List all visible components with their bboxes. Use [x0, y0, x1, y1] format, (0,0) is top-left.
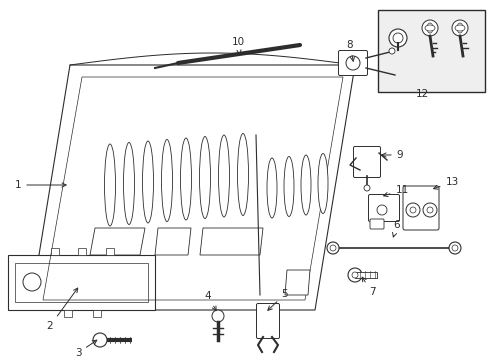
FancyBboxPatch shape [369, 219, 383, 229]
Text: 4: 4 [204, 291, 216, 311]
Ellipse shape [199, 136, 210, 219]
Circle shape [451, 245, 457, 251]
Text: 6: 6 [392, 220, 400, 237]
Text: 3: 3 [75, 340, 97, 358]
Circle shape [376, 205, 386, 215]
Text: 1: 1 [15, 180, 66, 190]
Bar [106, 248, 114, 255]
Polygon shape [30, 65, 354, 310]
Circle shape [405, 203, 419, 217]
Circle shape [392, 33, 402, 43]
FancyBboxPatch shape [338, 50, 367, 76]
Circle shape [351, 272, 357, 278]
Circle shape [426, 207, 432, 213]
Circle shape [93, 333, 107, 347]
Circle shape [346, 56, 359, 70]
Circle shape [326, 242, 338, 254]
Bar [93, 310, 101, 317]
FancyBboxPatch shape [368, 194, 399, 221]
Text: 11: 11 [383, 185, 408, 197]
Polygon shape [155, 228, 191, 255]
Circle shape [451, 20, 467, 36]
Bar [51, 248, 59, 255]
Circle shape [421, 20, 437, 36]
Text: 12: 12 [414, 89, 428, 99]
Text: 7: 7 [362, 277, 375, 297]
Bar [78, 248, 86, 255]
Circle shape [212, 310, 224, 322]
Polygon shape [90, 228, 145, 255]
Text: 8: 8 [346, 40, 354, 61]
Ellipse shape [180, 138, 191, 220]
Circle shape [388, 48, 394, 54]
Ellipse shape [161, 140, 172, 221]
Ellipse shape [456, 23, 462, 33]
Ellipse shape [142, 141, 153, 223]
FancyBboxPatch shape [256, 303, 279, 338]
Text: 2: 2 [46, 288, 78, 331]
Circle shape [23, 273, 41, 291]
Circle shape [329, 245, 335, 251]
Ellipse shape [317, 153, 327, 213]
Text: 13: 13 [433, 177, 458, 189]
FancyBboxPatch shape [377, 10, 484, 92]
Ellipse shape [301, 155, 310, 215]
Circle shape [347, 268, 361, 282]
Ellipse shape [123, 143, 134, 225]
Ellipse shape [284, 157, 293, 216]
Ellipse shape [266, 158, 276, 218]
Circle shape [448, 242, 460, 254]
Ellipse shape [426, 23, 432, 33]
Ellipse shape [454, 25, 464, 31]
Text: 10: 10 [231, 37, 244, 54]
Circle shape [363, 185, 369, 191]
Bar [64, 310, 72, 317]
Text: 5: 5 [267, 289, 288, 310]
Polygon shape [200, 228, 263, 255]
Ellipse shape [218, 135, 229, 217]
Ellipse shape [104, 144, 115, 226]
Circle shape [388, 29, 406, 47]
Bar [354, 272, 376, 278]
FancyBboxPatch shape [353, 147, 380, 177]
FancyBboxPatch shape [402, 186, 438, 230]
Polygon shape [8, 255, 155, 310]
Ellipse shape [237, 134, 248, 216]
Circle shape [409, 207, 415, 213]
Ellipse shape [424, 25, 434, 31]
Polygon shape [285, 270, 309, 295]
Circle shape [422, 203, 436, 217]
Text: 9: 9 [381, 150, 403, 160]
